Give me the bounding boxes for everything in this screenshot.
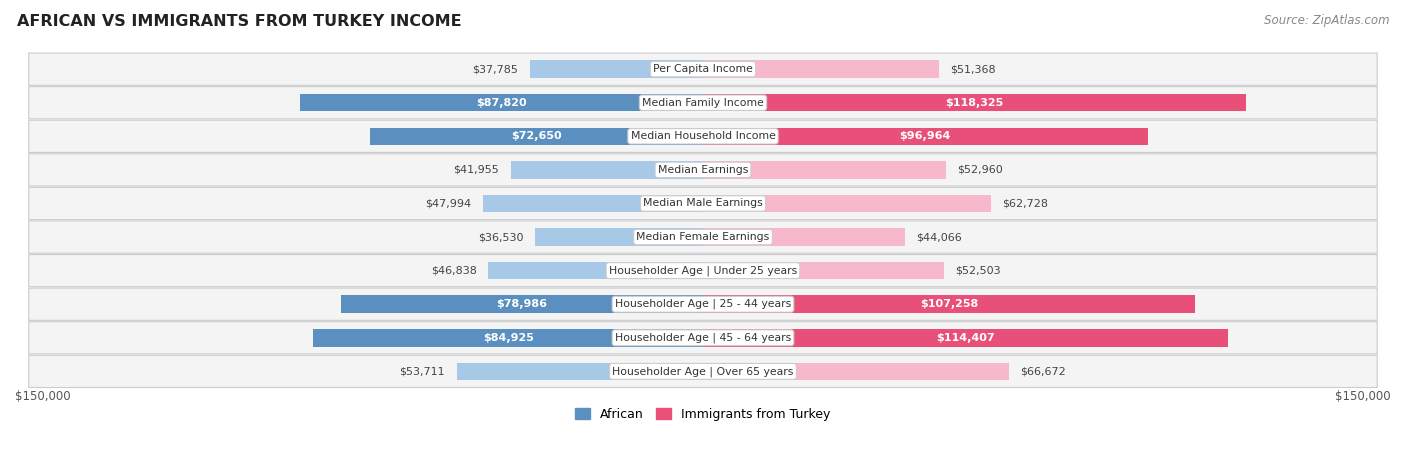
FancyBboxPatch shape bbox=[28, 221, 1378, 253]
FancyBboxPatch shape bbox=[28, 355, 1378, 388]
Text: $150,000: $150,000 bbox=[15, 390, 70, 403]
Bar bbox=[703, 161, 946, 178]
FancyBboxPatch shape bbox=[28, 187, 1378, 219]
Text: $52,503: $52,503 bbox=[955, 266, 1001, 276]
FancyBboxPatch shape bbox=[28, 154, 1378, 186]
Text: Householder Age | Over 65 years: Householder Age | Over 65 years bbox=[612, 366, 794, 376]
Text: $72,650: $72,650 bbox=[510, 131, 562, 142]
Bar bbox=[340, 296, 703, 313]
Text: $36,530: $36,530 bbox=[478, 232, 524, 242]
Text: Median Family Income: Median Family Income bbox=[643, 98, 763, 108]
Legend: African, Immigrants from Turkey: African, Immigrants from Turkey bbox=[571, 403, 835, 425]
Bar bbox=[703, 228, 905, 246]
Bar bbox=[370, 127, 703, 145]
Text: Median Household Income: Median Household Income bbox=[630, 131, 776, 142]
Text: $41,955: $41,955 bbox=[453, 165, 499, 175]
Text: $84,925: $84,925 bbox=[482, 333, 534, 343]
Text: $114,407: $114,407 bbox=[936, 333, 994, 343]
Text: Householder Age | 25 - 44 years: Householder Age | 25 - 44 years bbox=[614, 299, 792, 310]
Bar bbox=[703, 329, 1227, 347]
Bar bbox=[703, 262, 943, 279]
Text: Householder Age | Under 25 years: Householder Age | Under 25 years bbox=[609, 265, 797, 276]
Text: AFRICAN VS IMMIGRANTS FROM TURKEY INCOME: AFRICAN VS IMMIGRANTS FROM TURKEY INCOME bbox=[17, 14, 461, 29]
Bar bbox=[703, 94, 1246, 112]
Text: $150,000: $150,000 bbox=[1336, 390, 1391, 403]
Bar bbox=[703, 127, 1147, 145]
Bar bbox=[536, 228, 703, 246]
Text: $51,368: $51,368 bbox=[950, 64, 995, 74]
Text: $47,994: $47,994 bbox=[425, 198, 471, 208]
Bar bbox=[488, 262, 703, 279]
Text: $53,711: $53,711 bbox=[399, 367, 446, 376]
Text: $87,820: $87,820 bbox=[477, 98, 527, 108]
FancyBboxPatch shape bbox=[28, 53, 1378, 85]
Bar bbox=[703, 296, 1195, 313]
Text: $52,960: $52,960 bbox=[957, 165, 1002, 175]
Bar bbox=[530, 60, 703, 78]
Text: Median Earnings: Median Earnings bbox=[658, 165, 748, 175]
FancyBboxPatch shape bbox=[28, 120, 1378, 152]
Text: $66,672: $66,672 bbox=[1021, 367, 1066, 376]
FancyBboxPatch shape bbox=[28, 86, 1378, 119]
Text: $118,325: $118,325 bbox=[945, 98, 1004, 108]
Bar bbox=[482, 195, 703, 212]
FancyBboxPatch shape bbox=[28, 288, 1378, 320]
FancyBboxPatch shape bbox=[28, 322, 1378, 354]
Bar bbox=[314, 329, 703, 347]
Bar bbox=[703, 60, 939, 78]
Text: Source: ZipAtlas.com: Source: ZipAtlas.com bbox=[1264, 14, 1389, 27]
Text: $62,728: $62,728 bbox=[1002, 198, 1049, 208]
Text: $107,258: $107,258 bbox=[920, 299, 979, 309]
Text: $46,838: $46,838 bbox=[430, 266, 477, 276]
Bar bbox=[703, 363, 1008, 380]
Text: $78,986: $78,986 bbox=[496, 299, 547, 309]
Text: $96,964: $96,964 bbox=[900, 131, 950, 142]
Bar bbox=[457, 363, 703, 380]
Text: Median Female Earnings: Median Female Earnings bbox=[637, 232, 769, 242]
Bar bbox=[510, 161, 703, 178]
FancyBboxPatch shape bbox=[28, 255, 1378, 287]
Text: $44,066: $44,066 bbox=[917, 232, 962, 242]
Bar bbox=[703, 195, 991, 212]
Text: Householder Age | 45 - 64 years: Householder Age | 45 - 64 years bbox=[614, 333, 792, 343]
Text: Per Capita Income: Per Capita Income bbox=[652, 64, 754, 74]
Text: $37,785: $37,785 bbox=[472, 64, 519, 74]
Bar bbox=[301, 94, 703, 112]
Text: Median Male Earnings: Median Male Earnings bbox=[643, 198, 763, 208]
